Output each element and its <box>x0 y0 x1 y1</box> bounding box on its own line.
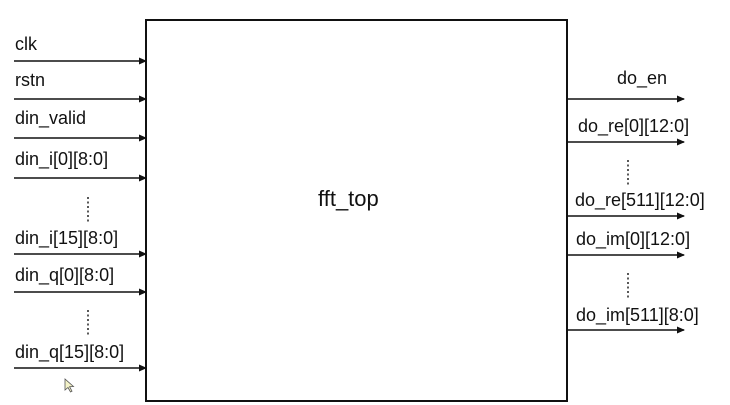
input-label-din-i-15: din_i[15][8:0] <box>15 228 119 248</box>
output-label-do-im-0: do_im[0][12:0] <box>576 229 691 249</box>
input-label-rstn: rstn <box>15 70 46 90</box>
output-label-do-en: do_en <box>617 68 668 88</box>
input-label-clk: clk <box>15 34 37 54</box>
mouse-pointer-icon <box>64 378 75 393</box>
input-label-din-i-0: din_i[0][8:0] <box>15 149 109 169</box>
output-label-do-re-0: do_re[0][12:0] <box>578 116 690 136</box>
input-label-din-valid: din_valid <box>15 108 87 128</box>
input-label-din-q-15: din_q[15][8:0] <box>15 342 125 362</box>
input-label-din-q-0: din_q[0][8:0] <box>15 265 115 285</box>
output-label-do-re-511: do_re[511][12:0] <box>575 190 705 210</box>
output-label-do-im-511: do_im[511][8:0] <box>576 305 699 325</box>
fft-top-block <box>145 19 568 402</box>
block-name: fft_top <box>318 186 379 211</box>
